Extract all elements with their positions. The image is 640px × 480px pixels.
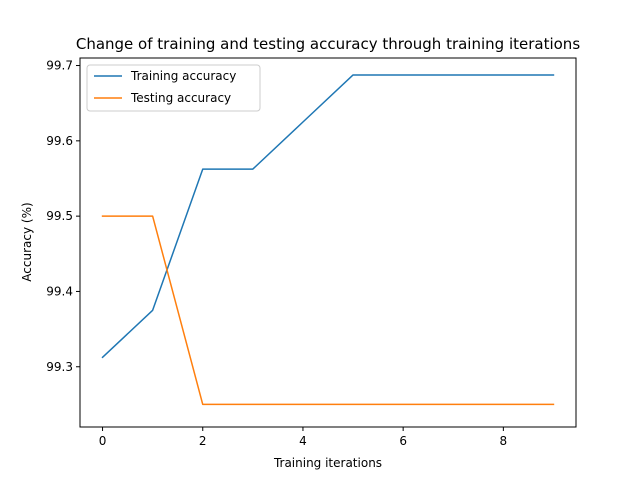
series-line-training [101, 74, 555, 359]
series-line-testing [101, 215, 555, 406]
y-tick-label: 99.6 [46, 134, 73, 148]
legend-label: Testing accuracy [130, 91, 231, 105]
legend-box [86, 64, 261, 112]
x-axis: 0 2 4 6 8 [99, 427, 507, 448]
x-tick-label: 2 [199, 434, 207, 448]
y-tick-label: 99.4 [46, 284, 73, 298]
y-axis: 99.3 99.4 99.5 99.6 99.7 [46, 59, 80, 374]
y-tick-label: 99.5 [46, 209, 73, 223]
x-tick-label: 0 [99, 434, 107, 448]
y-tick-label: 99.3 [46, 360, 73, 374]
plot-frame [79, 57, 577, 428]
y-tick-label: 99.7 [46, 59, 73, 73]
plot-area [80, 58, 576, 427]
x-tick-label: 8 [500, 434, 508, 448]
chart-title: Change of training and testing accuracy … [76, 35, 580, 53]
legend-label: Training accuracy [130, 69, 236, 83]
y-axis-label: Accuracy (%) [20, 202, 34, 281]
x-tick-label: 6 [399, 434, 407, 448]
x-tick-label: 4 [299, 434, 307, 448]
x-axis-label: Training iterations [273, 456, 382, 470]
legend: Training accuracy Testing accuracy [86, 64, 261, 112]
series-layer [101, 74, 555, 406]
